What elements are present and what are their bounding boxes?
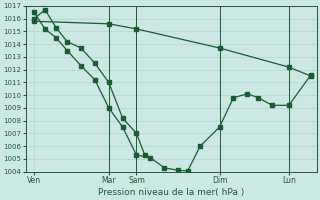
X-axis label: Pression niveau de la mer( hPa ): Pression niveau de la mer( hPa ) bbox=[98, 188, 244, 197]
